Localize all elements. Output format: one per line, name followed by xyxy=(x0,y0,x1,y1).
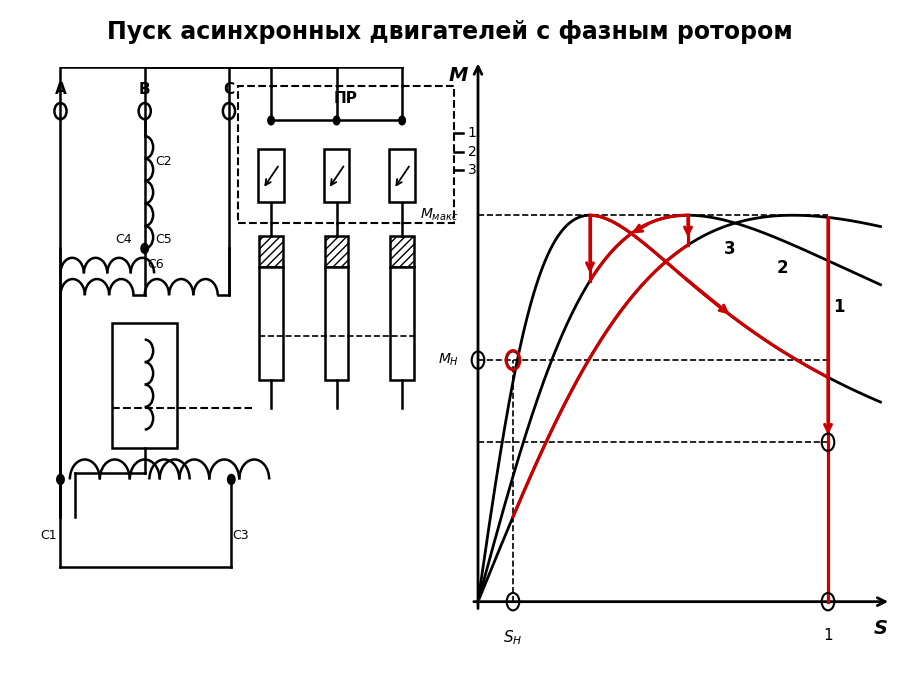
Text: B: B xyxy=(139,82,150,97)
Text: C1: C1 xyxy=(40,529,57,542)
Text: C5: C5 xyxy=(155,233,172,245)
Text: 3: 3 xyxy=(468,163,476,177)
Text: 2: 2 xyxy=(777,259,788,277)
Text: 1: 1 xyxy=(468,126,476,140)
Text: $S_H$: $S_H$ xyxy=(503,628,523,647)
Text: $M_H$: $M_H$ xyxy=(437,352,459,368)
Bar xyxy=(258,148,284,202)
Text: 3: 3 xyxy=(724,240,736,258)
Circle shape xyxy=(268,116,274,125)
Text: A: A xyxy=(55,82,67,97)
Bar xyxy=(324,148,349,202)
Text: C6: C6 xyxy=(147,257,164,270)
Bar xyxy=(325,236,348,267)
Bar xyxy=(390,148,415,202)
Bar xyxy=(238,86,454,224)
Text: 2: 2 xyxy=(468,145,476,158)
Circle shape xyxy=(399,116,405,125)
Circle shape xyxy=(57,474,64,485)
Circle shape xyxy=(141,243,149,253)
Bar xyxy=(112,324,177,448)
Text: $M_{макс}$: $M_{макс}$ xyxy=(420,207,459,223)
Circle shape xyxy=(228,474,235,485)
Text: C2: C2 xyxy=(155,154,172,168)
Circle shape xyxy=(333,116,340,125)
Text: C: C xyxy=(223,82,235,97)
Text: 1: 1 xyxy=(824,628,832,643)
Text: C3: C3 xyxy=(232,529,249,542)
Text: Пуск асинхронных двигателей с фазным ротором: Пуск асинхронных двигателей с фазным рот… xyxy=(107,20,793,44)
Text: C4: C4 xyxy=(115,233,132,245)
Bar xyxy=(259,267,283,379)
Text: S: S xyxy=(874,619,887,638)
Text: ПР: ПР xyxy=(334,91,358,106)
Bar xyxy=(391,267,414,379)
Bar xyxy=(391,236,414,267)
Bar xyxy=(325,267,348,379)
Text: M: M xyxy=(449,65,468,85)
Text: 1: 1 xyxy=(832,298,844,316)
Bar xyxy=(259,236,283,267)
